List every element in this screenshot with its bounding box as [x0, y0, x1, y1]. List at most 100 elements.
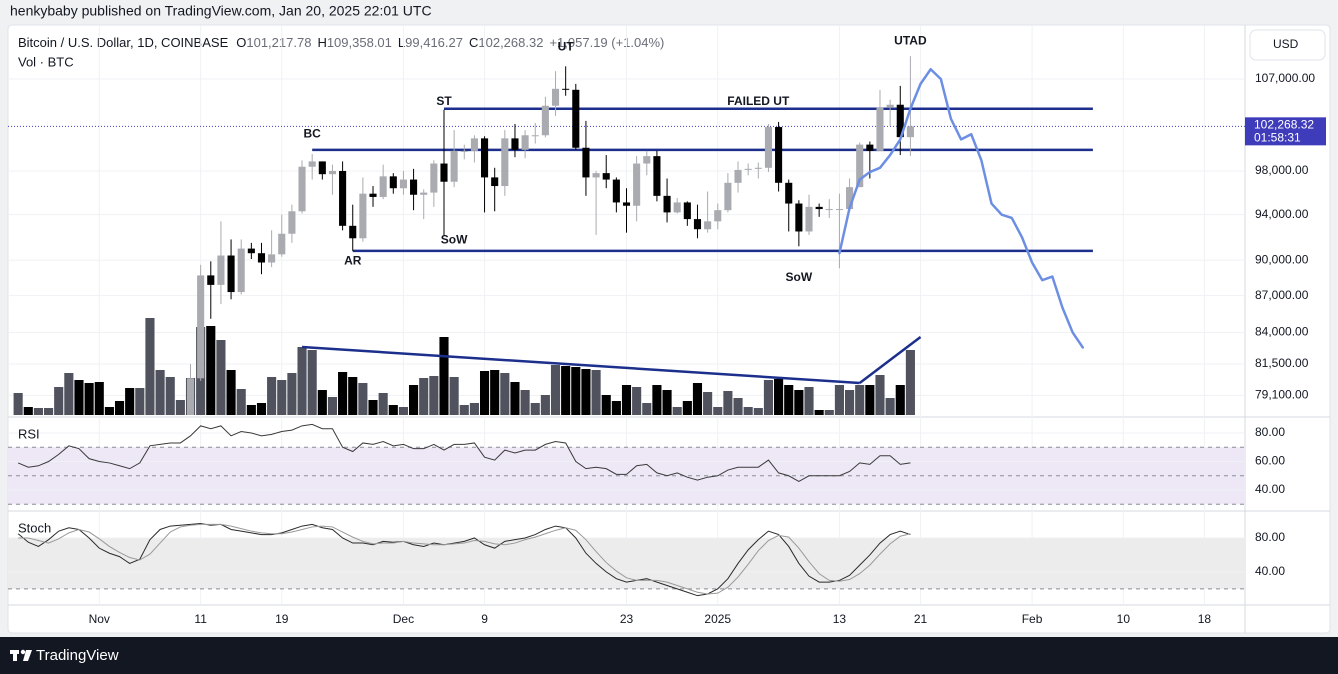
volume-bar: [743, 407, 753, 415]
volume-bar: [469, 403, 479, 415]
candle-body: [308, 161, 316, 167]
ohlc-key: H: [317, 35, 326, 50]
annotation: SoW: [786, 270, 813, 284]
volume-bar: [307, 350, 317, 415]
candle-body: [318, 161, 326, 175]
volume-bar: [571, 367, 581, 415]
candle-body: [551, 88, 560, 106]
x-tick-label: 10: [1117, 612, 1131, 626]
candle-body: [673, 202, 681, 213]
volume-bar: [692, 383, 703, 415]
volume-bar: [216, 340, 226, 415]
x-tick-label: 11: [194, 612, 207, 626]
logo-part: [23, 650, 32, 661]
volume-bar: [429, 376, 439, 415]
volume-bar: [479, 371, 490, 415]
volume-bar: [33, 408, 43, 415]
volume-bar: [703, 392, 713, 415]
candle-body: [683, 202, 691, 220]
y-tick-label: 81,500.00: [1255, 356, 1309, 370]
volume-bar: [348, 377, 358, 415]
logo-part: [13, 650, 17, 661]
candle-body: [278, 233, 286, 255]
x-tick-label: 23: [620, 612, 634, 626]
volume-bar: [905, 350, 915, 415]
volume-bar: [43, 408, 54, 415]
ohlc-key: L: [398, 35, 405, 50]
candle-body: [207, 275, 215, 285]
y-tick-label: 80.00: [1255, 530, 1285, 544]
candle-body: [846, 187, 854, 210]
volume-bar: [226, 370, 236, 415]
candle-body: [612, 179, 620, 203]
volume-bar: [114, 401, 125, 415]
volume-bar: [165, 377, 175, 415]
ohlc-key: O: [236, 35, 246, 50]
volume-bar: [490, 370, 500, 415]
volume-bar: [23, 407, 33, 415]
indicator-band: [8, 537, 1245, 589]
ohlc-value: 102,268.32: [478, 35, 543, 50]
brand-logo: TradingView: [10, 647, 119, 664]
candle-body: [764, 127, 772, 168]
layer: UT ST BC AR SoW SoW FAILED UT UTAD: [8, 34, 1245, 415]
volume-bar: [804, 387, 814, 415]
last-price-tag: [1245, 117, 1326, 146]
candle-body: [572, 89, 580, 148]
candle-body: [633, 163, 641, 206]
y-tick-label: 107,000.00: [1255, 71, 1315, 85]
ohlc-value: 109,358.01: [327, 35, 392, 50]
volume-bar: [611, 401, 621, 415]
volume-bar: [561, 366, 571, 415]
layer: [8, 423, 1245, 505]
volume-bar: [824, 410, 834, 415]
volume-bar: [459, 405, 469, 415]
volume-bar: [368, 400, 378, 415]
candle-body: [643, 156, 651, 164]
candle-body: [420, 192, 428, 195]
volume-bar: [814, 410, 824, 415]
candle-body: [227, 255, 235, 293]
y-tick-label: 87,000.00: [1255, 288, 1309, 302]
y-tick-label: 98,000.00: [1255, 163, 1309, 177]
x-tick-label: 19: [275, 612, 289, 626]
x-tick-label: 2025: [704, 612, 731, 626]
candle-body: [501, 138, 509, 187]
indicator-line: [17, 423, 911, 483]
candle-body: [460, 150, 468, 152]
candle-body: [531, 135, 539, 137]
volume-bar: [774, 379, 784, 415]
candle-body: [622, 202, 631, 206]
candle-body: [876, 107, 884, 151]
candle-body: [430, 163, 438, 193]
x-tick-label: 13: [833, 612, 847, 626]
volume-bar: [733, 398, 743, 415]
x-tick-label: 9: [481, 612, 488, 626]
volume-bar: [550, 365, 561, 415]
annotation: UT: [558, 39, 575, 53]
volume-bar: [652, 385, 662, 415]
footer-bar: [0, 637, 1338, 674]
volume-bar: [378, 393, 388, 415]
volume-bar: [125, 388, 135, 415]
candle-body: [197, 275, 205, 379]
candle-body: [592, 173, 600, 178]
volume-bar: [834, 385, 844, 415]
layer: [8, 523, 1245, 597]
indicator-line: [17, 523, 911, 597]
candle-body: [349, 225, 357, 239]
currency[interactable]: USD: [1273, 37, 1299, 51]
candle-body: [521, 135, 529, 150]
y-tick-label: 40.00: [1255, 564, 1285, 578]
brand: TradingView: [36, 647, 119, 664]
candle-body: [835, 209, 843, 211]
annotation: AR: [344, 254, 362, 268]
volume-bar: [135, 388, 145, 415]
volume-bar: [388, 405, 398, 415]
y-tick-label: 84,000.00: [1255, 325, 1309, 339]
volume-bar: [338, 372, 348, 415]
candle-body: [491, 177, 499, 187]
currency-box[interactable]: [1249, 29, 1326, 61]
volume-bar: [723, 391, 733, 415]
volume-bar: [104, 407, 114, 415]
